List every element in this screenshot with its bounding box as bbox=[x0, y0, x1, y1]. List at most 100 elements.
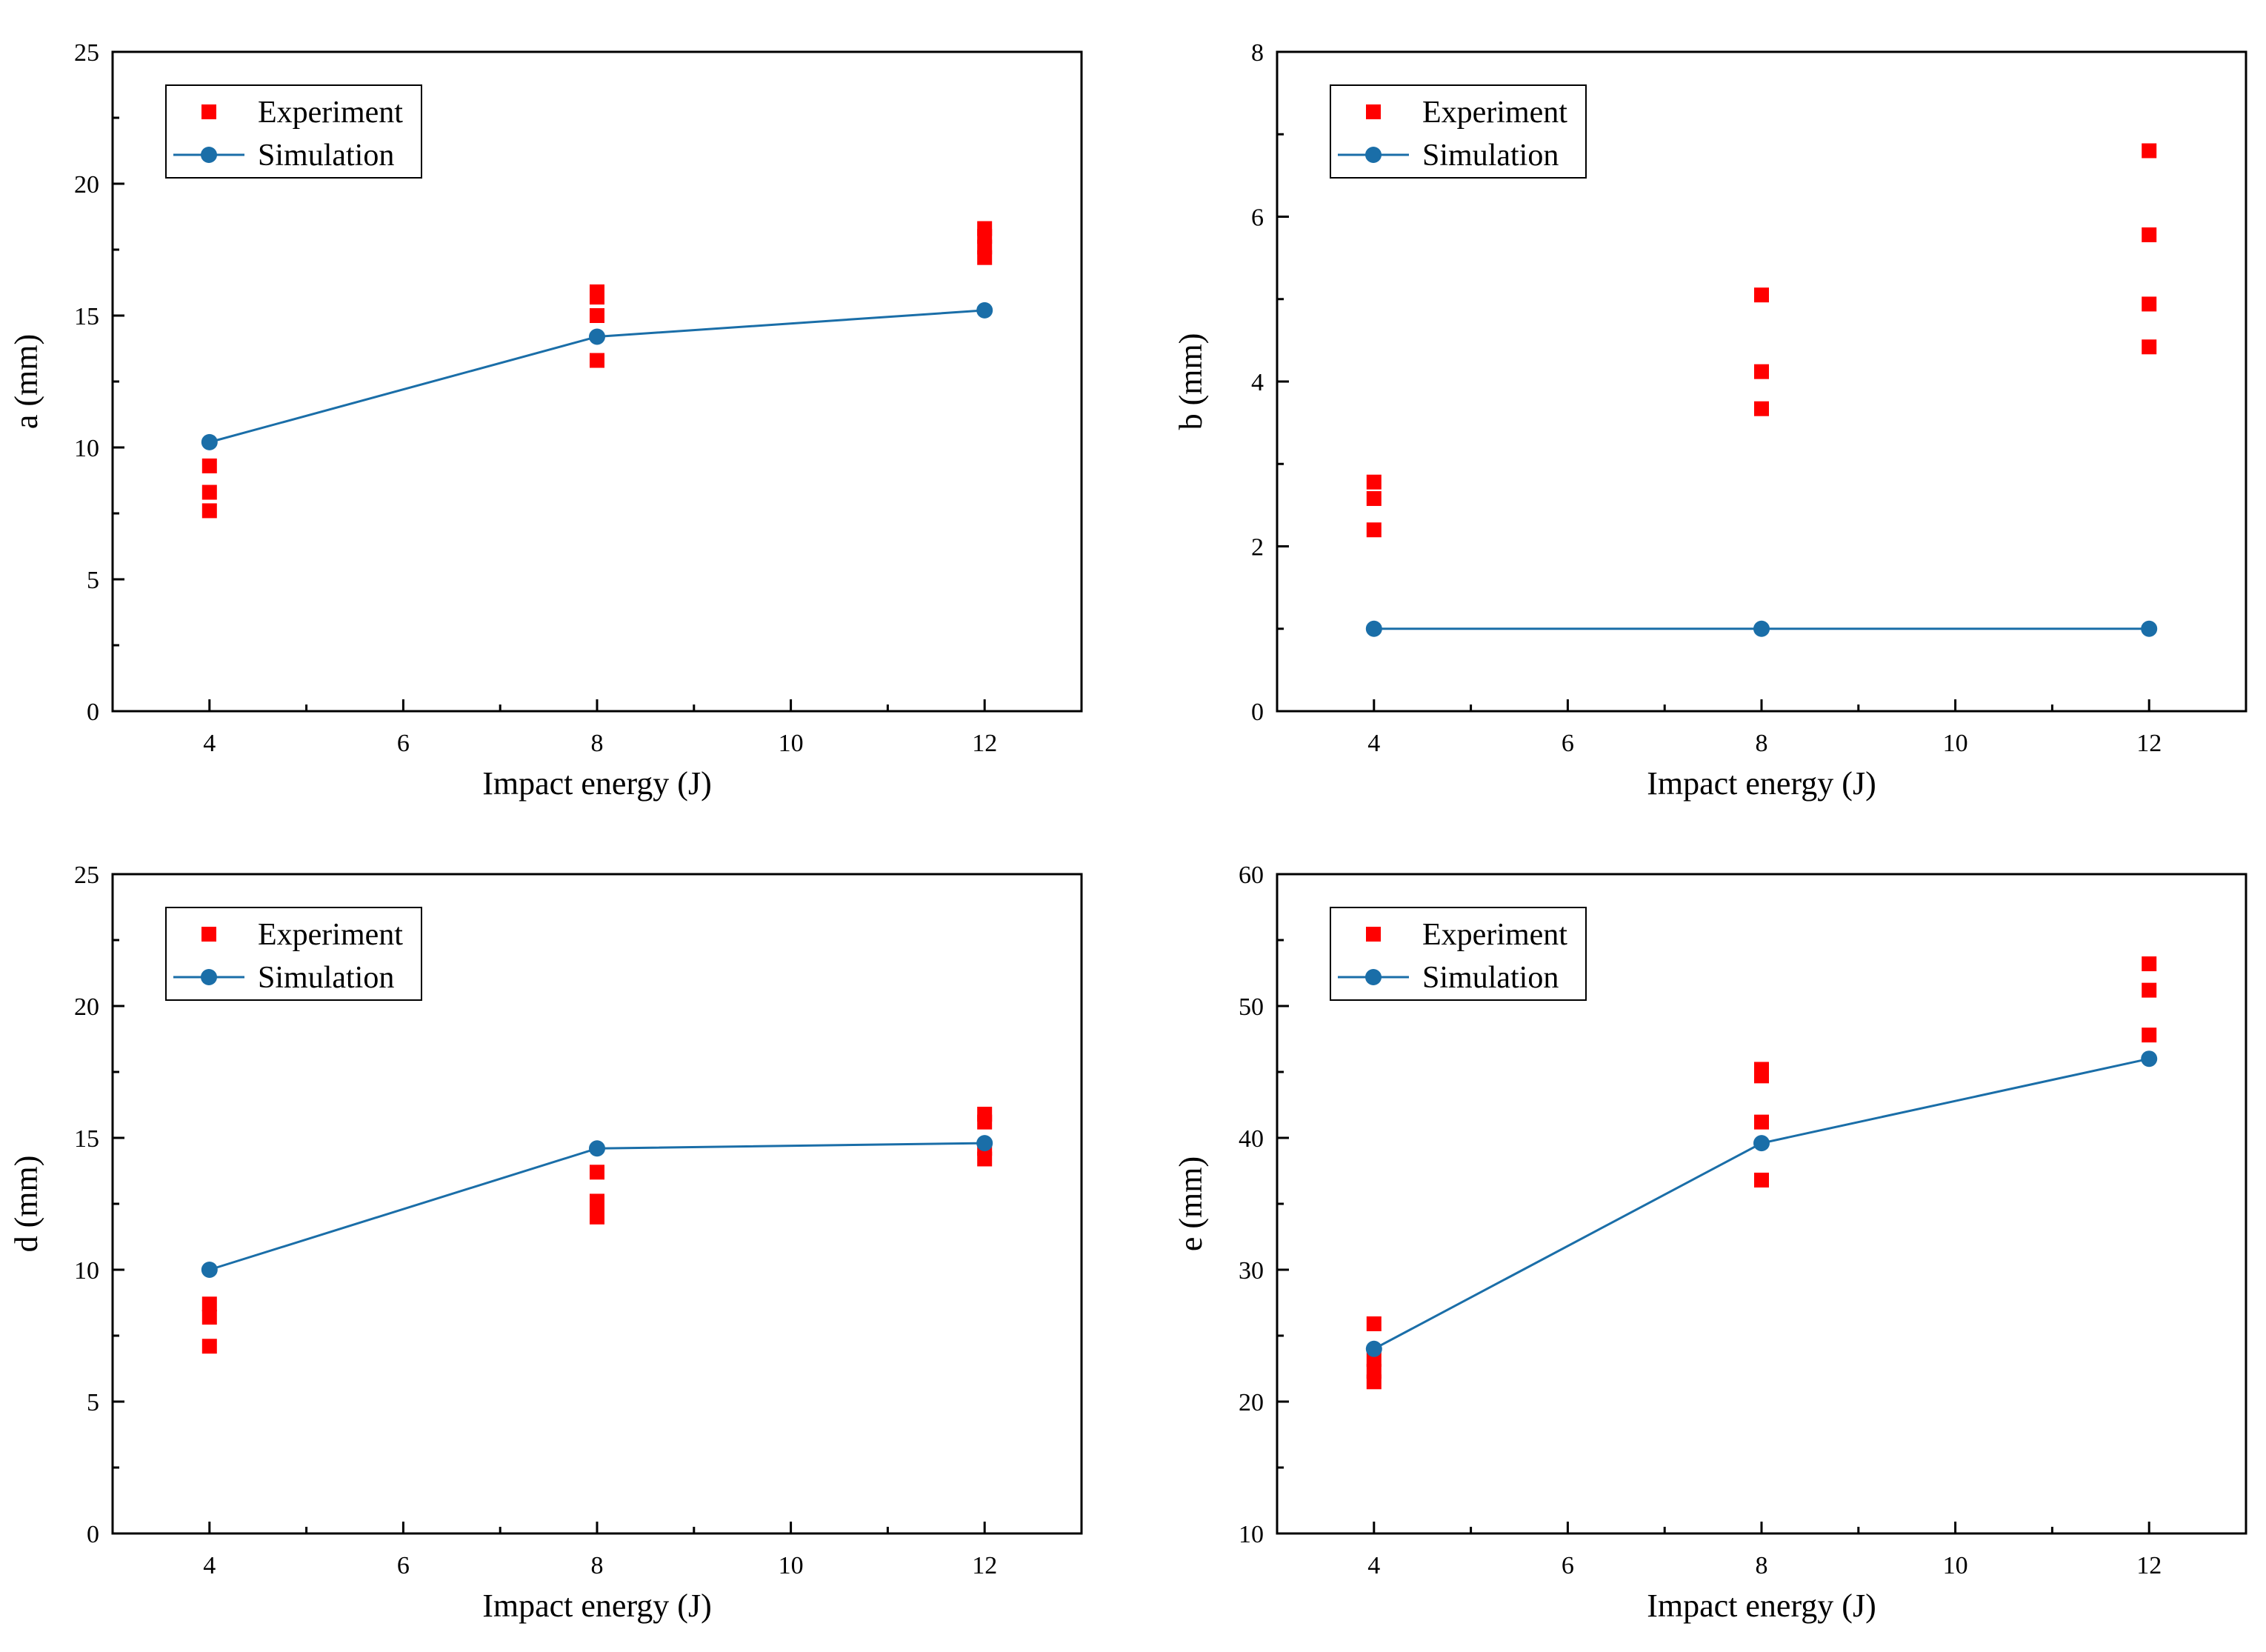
experiment-point bbox=[1754, 1062, 1769, 1077]
y-tick-label: 25 bbox=[74, 862, 99, 889]
y-tick-label: 10 bbox=[74, 435, 99, 462]
y-tick-label: 20 bbox=[74, 171, 99, 199]
y-tick-label: 25 bbox=[74, 39, 99, 67]
legend-label: Experiment bbox=[258, 96, 403, 130]
y-tick-label: 0 bbox=[87, 1521, 99, 1548]
experiment-point bbox=[977, 1106, 993, 1122]
y-tick-label: 6 bbox=[1251, 204, 1264, 232]
experiment-point bbox=[2142, 982, 2157, 998]
x-tick-label: 12 bbox=[972, 1552, 997, 1579]
experiment-point bbox=[1366, 490, 1382, 506]
simulation-point bbox=[589, 1140, 605, 1157]
experiment-point bbox=[2142, 296, 2157, 312]
y-tick-label: 20 bbox=[74, 993, 99, 1021]
x-tick-label: 6 bbox=[397, 1552, 410, 1579]
legend-label: Experiment bbox=[1422, 918, 1567, 952]
y-tick-label: 5 bbox=[87, 567, 99, 594]
experiment-point bbox=[2142, 339, 2157, 355]
y-tick-label: 20 bbox=[1239, 1389, 1264, 1416]
x-tick-label: 4 bbox=[203, 730, 216, 757]
legend-circle-symbol bbox=[1365, 147, 1382, 163]
legend-label: Simulation bbox=[258, 961, 394, 995]
x-tick-label: 6 bbox=[1562, 730, 1574, 757]
simulation-point bbox=[1365, 620, 1382, 637]
experiment-point bbox=[201, 1310, 217, 1325]
y-tick-label: 50 bbox=[1239, 993, 1264, 1021]
panel-d: 4 6 8 10 12 0 5 10 15 20 25 Impact energy (J) d (mm)… bbox=[8, 862, 1083, 1624]
experiment-point bbox=[201, 458, 217, 473]
x-tick-label: 8 bbox=[591, 730, 604, 757]
y-tick-label: 10 bbox=[74, 1257, 99, 1285]
panel-b: 4 6 8 10 12 0 2 4 6 8 Impact energy (J) b (mm) Exper… bbox=[1173, 39, 2247, 802]
y-tick-label: 0 bbox=[87, 699, 99, 726]
experiment-point bbox=[590, 284, 604, 299]
y-axis-label: b (mm) bbox=[1173, 333, 1209, 430]
experiment-point bbox=[590, 353, 604, 368]
y-axis-label: a (mm) bbox=[8, 334, 44, 429]
x-tick-label: 6 bbox=[397, 730, 410, 757]
experiment-point bbox=[590, 308, 604, 323]
y-tick-label: 15 bbox=[74, 303, 99, 330]
legend-square-symbol bbox=[201, 104, 216, 119]
x-tick-label: 8 bbox=[591, 1552, 604, 1579]
y-tick-label: 0 bbox=[1251, 699, 1264, 726]
experiment-point bbox=[590, 1193, 604, 1209]
experiment-point bbox=[1754, 287, 1769, 303]
legend-square-symbol bbox=[1366, 104, 1381, 119]
simulation-point bbox=[976, 302, 993, 319]
experiment-point bbox=[977, 221, 993, 236]
simulation-point bbox=[2141, 1050, 2158, 1068]
legend-label: Simulation bbox=[258, 139, 394, 173]
y-tick-label: 4 bbox=[1251, 369, 1264, 396]
simulation-point bbox=[2141, 620, 2158, 637]
x-tick-label: 12 bbox=[2136, 730, 2162, 757]
y-axis-label: e (mm) bbox=[1173, 1156, 1209, 1251]
legend-label: Simulation bbox=[1422, 961, 1559, 995]
experiment-point bbox=[2142, 956, 2157, 972]
x-tick-label: 12 bbox=[972, 730, 997, 757]
legend-circle-symbol bbox=[201, 147, 217, 163]
x-axis-label: Impact energy (J) bbox=[482, 765, 712, 802]
experiment-point bbox=[2142, 143, 2157, 159]
legend-square-symbol bbox=[1366, 927, 1381, 942]
experiment-point bbox=[1754, 401, 1769, 416]
x-tick-label: 10 bbox=[1943, 1552, 1968, 1579]
experiment-point bbox=[201, 484, 217, 500]
simulation-point bbox=[976, 1135, 993, 1152]
x-axis-label: Impact energy (J) bbox=[482, 1588, 712, 1624]
x-axis-label: Impact energy (J) bbox=[1647, 765, 1876, 802]
x-tick-label: 8 bbox=[1756, 730, 1768, 757]
y-tick-label: 10 bbox=[1239, 1521, 1264, 1548]
simulation-point bbox=[1365, 1340, 1382, 1357]
x-tick-label: 10 bbox=[779, 730, 804, 757]
legend-square-symbol bbox=[201, 927, 216, 942]
y-tick-label: 30 bbox=[1239, 1257, 1264, 1285]
simulation-point bbox=[1753, 1135, 1770, 1152]
experiment-point bbox=[1366, 522, 1382, 538]
y-axis-label: d (mm) bbox=[8, 1156, 44, 1253]
x-tick-label: 4 bbox=[203, 1552, 216, 1579]
y-tick-label: 2 bbox=[1251, 534, 1264, 562]
experiment-point bbox=[1366, 474, 1382, 490]
simulation-point bbox=[201, 433, 218, 450]
panel-e: 4 6 8 10 12 10 20 30 40 50 60 Impact energy (J) e (m… bbox=[1173, 862, 2247, 1624]
x-tick-label: 8 bbox=[1756, 1552, 1768, 1579]
x-axis-label: Impact energy (J) bbox=[1647, 1588, 1876, 1624]
experiment-point bbox=[1366, 1364, 1382, 1379]
simulation-point bbox=[201, 1262, 218, 1278]
x-tick-label: 6 bbox=[1562, 1552, 1574, 1579]
experiment-point bbox=[201, 1296, 217, 1312]
legend-circle-symbol bbox=[201, 969, 217, 985]
y-tick-label: 15 bbox=[74, 1125, 99, 1153]
experiment-point bbox=[201, 503, 217, 519]
x-tick-label: 10 bbox=[1943, 730, 1968, 757]
legend-label: Experiment bbox=[1422, 96, 1567, 130]
legend-circle-symbol bbox=[1365, 969, 1382, 985]
x-tick-label: 4 bbox=[1367, 1552, 1380, 1579]
legend-label: Experiment bbox=[258, 918, 403, 952]
simulation-point bbox=[589, 328, 605, 345]
experiment-point bbox=[1754, 1114, 1769, 1130]
y-tick-label: 8 bbox=[1251, 39, 1264, 67]
x-tick-label: 12 bbox=[2136, 1552, 2162, 1579]
